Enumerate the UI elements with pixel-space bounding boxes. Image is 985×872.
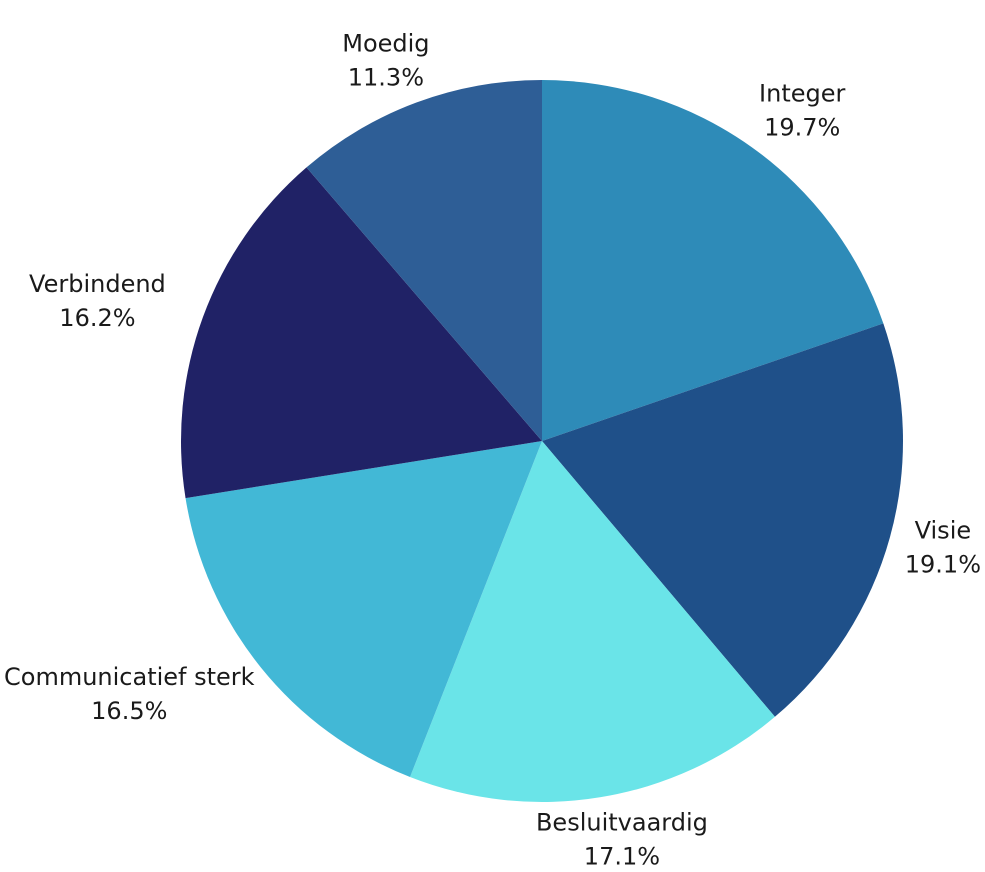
pie-slice <box>542 323 903 717</box>
slice-label: Besluitvaardig <box>536 809 708 837</box>
slice-label: Moedig <box>342 29 429 57</box>
slice-value-label: 19.7% <box>764 113 840 141</box>
slice-value-label: 11.3% <box>348 63 424 91</box>
pie-slice <box>185 441 542 778</box>
slice-label: Integer <box>759 79 845 107</box>
pie-slice <box>181 167 543 499</box>
slice-label: Communicatief sterk <box>4 663 255 691</box>
slice-label: Visie <box>915 517 972 545</box>
slice-value-label: 16.2% <box>59 304 135 332</box>
pie-slice <box>542 80 884 441</box>
slice-value-label: 19.1% <box>905 551 981 579</box>
pie-slice <box>410 441 775 802</box>
pie-slice <box>306 80 542 441</box>
slice-value-label: 16.5% <box>91 697 167 725</box>
slice-label: Verbindend <box>29 270 166 298</box>
slice-value-label: 17.1% <box>584 843 660 871</box>
